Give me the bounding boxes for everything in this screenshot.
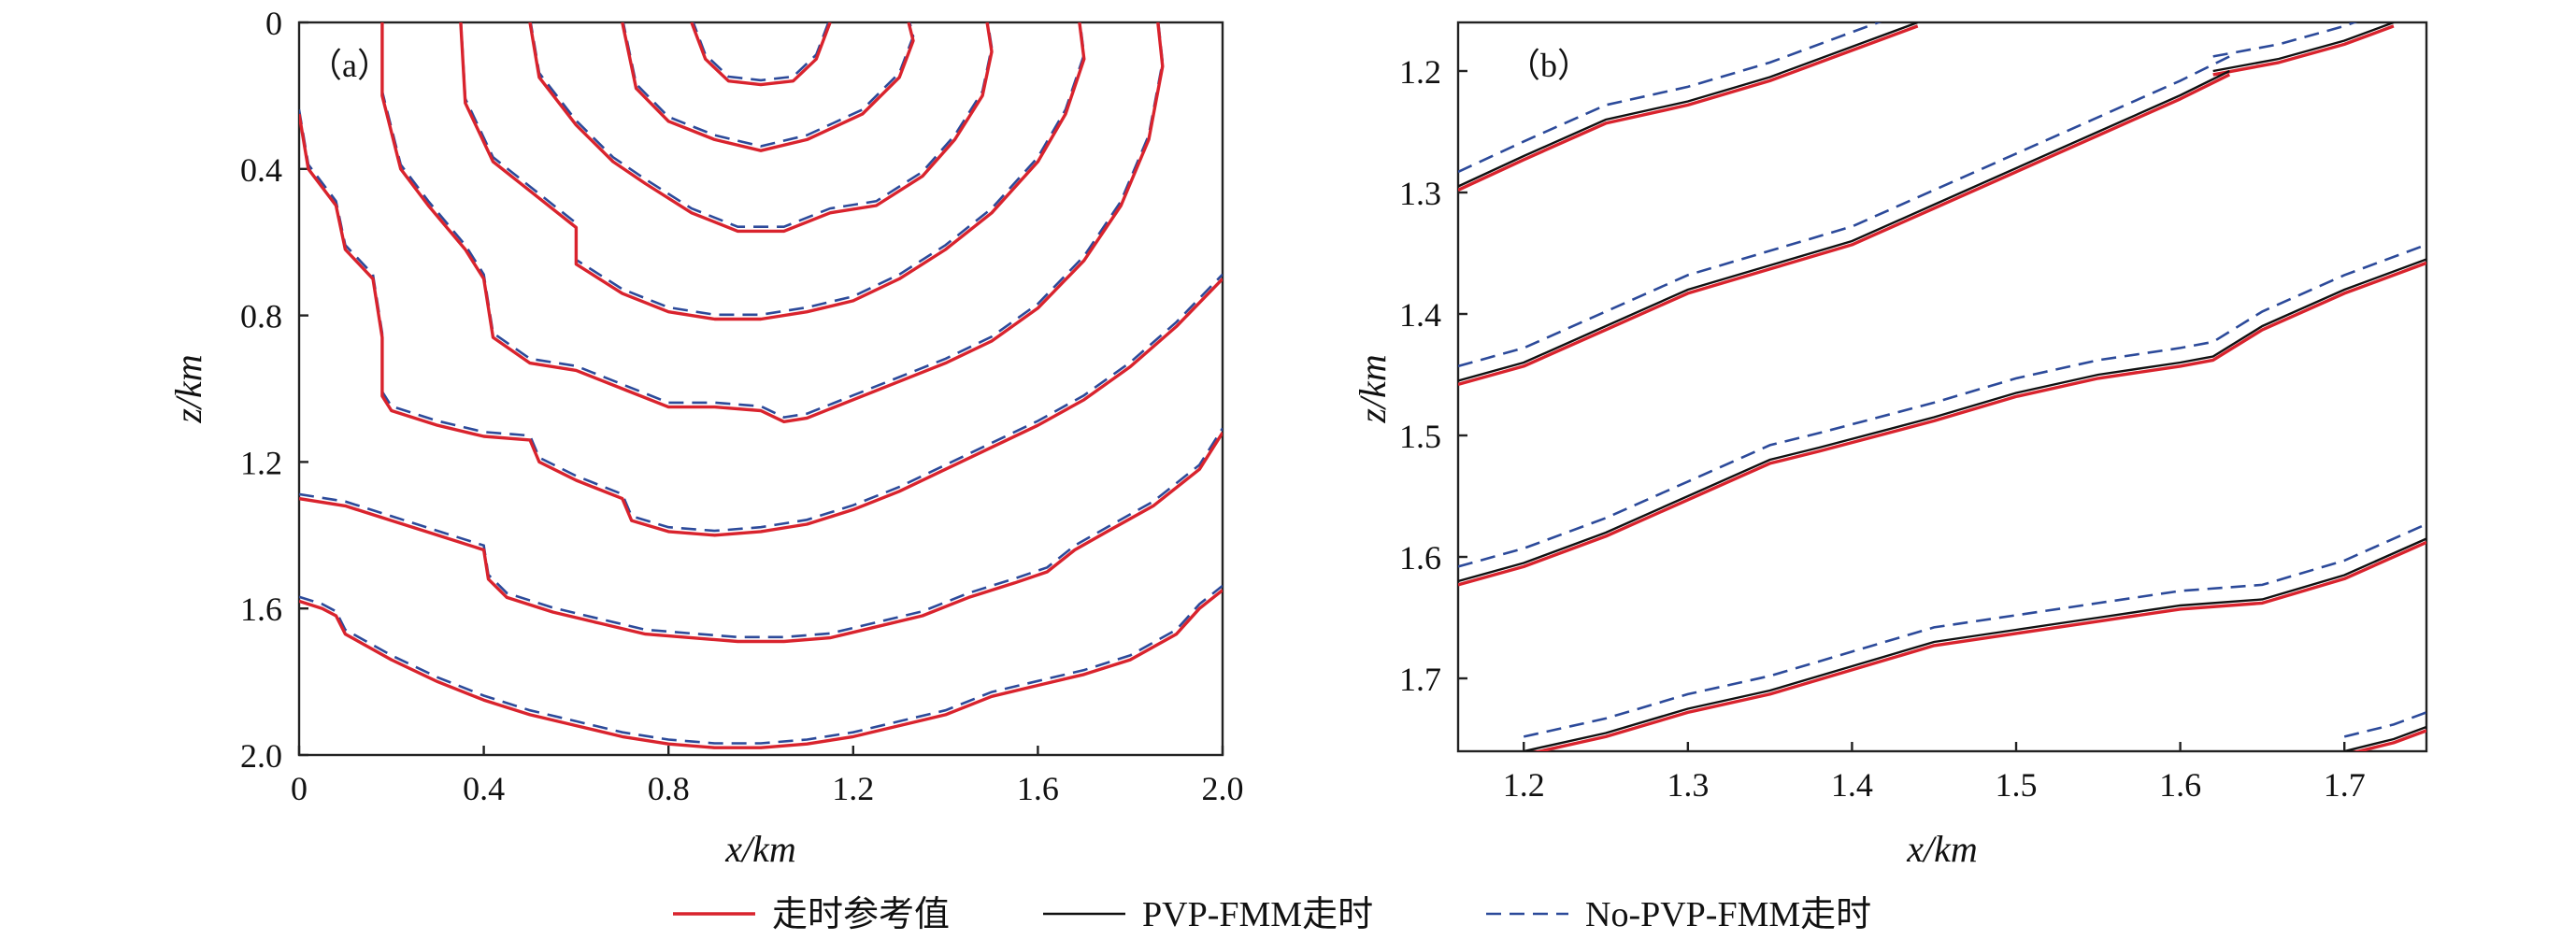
- panel-b-line-4-pvp: [1458, 258, 2426, 583]
- panel-a-contour-1-nopvp: [692, 22, 830, 82]
- panel-b-line-1-reference: [1458, 24, 1919, 192]
- panel-b-series: [1458, 22, 2426, 751]
- panel-a-xtick-label-5: 2.0: [1202, 770, 1244, 807]
- panel-b-frame: [1456, 21, 2428, 753]
- panel-b-line-6-reference: [2352, 729, 2426, 751]
- panel-b-ytick-label-3: 1.5: [1399, 418, 1441, 455]
- panel-b-line-3-nopvp: [1458, 55, 2230, 368]
- panel-b-ytick-label-1: 1.3: [1399, 175, 1441, 212]
- panel-b-ylabel-text: z/km: [1352, 354, 1394, 423]
- panel-a-contour-4-nopvp: [459, 22, 1086, 317]
- panel-a-contour-6-pvp: [299, 113, 1223, 537]
- panel-a-contour-4-reference: [459, 22, 1086, 321]
- legend-label-reference: 走时参考值: [772, 895, 950, 934]
- panel-b-ylabel: z/km: [1352, 354, 1394, 423]
- panel-a-contour-7-pvp: [299, 432, 1223, 643]
- legend-label-nopvp: No-PVP-FMM走时: [1585, 895, 1871, 934]
- panel-a-contour-7-reference: [299, 432, 1223, 644]
- panel-a-contour-1-reference: [690, 22, 832, 87]
- panel-b-ytick-label-0: 1.2: [1399, 53, 1441, 91]
- panel-a-ytick-label-1: 0.4: [240, 151, 282, 189]
- panel-b-ytick-label-2: 1.4: [1399, 296, 1441, 334]
- panel-a-contour-2-nopvp: [622, 22, 915, 148]
- panel-a-label: （a）: [308, 47, 391, 84]
- panel-b-line-4-nopvp: [1458, 243, 2426, 568]
- panel-b: 1.2 1.3 1.4 1.5 1.6 1.7 1.2 1.3 1.4 1.5 1.6 1.7 （b）…: [1352, 21, 2428, 870]
- panel-a-contour-1-pvp: [690, 22, 832, 86]
- panel-b-xlabel: x/km: [1906, 828, 1978, 870]
- panel-b-ytick-label-4: 1.6: [1399, 539, 1441, 577]
- panel-b-ticks: 1.2 1.3 1.4 1.5 1.6 1.7 1.2 1.3 1.4 1.5 1.6 1.7: [1399, 53, 2366, 804]
- panel-b-xtick-label-5: 1.7: [2324, 766, 2366, 804]
- panel-b-line-6-pvp: [2343, 725, 2426, 751]
- panel-b-label: （b）: [1507, 47, 1591, 84]
- panel-a-contour-2-pvp: [621, 22, 915, 152]
- panel-b-line-1-pvp: [1458, 22, 1919, 188]
- panel-a-contour-5-reference: [380, 22, 1165, 423]
- panel-a-xtick-label-0: 0: [291, 770, 308, 807]
- panel-a-ytick-label-2: 0.8: [240, 298, 282, 335]
- panel-b-xlabel-text: x/km: [1906, 828, 1978, 870]
- panel-b-line-5-nopvp: [1523, 522, 2426, 738]
- panel-b-line-2-pvp: [2212, 22, 2395, 73]
- panel-b-line-3-pvp: [1458, 69, 2230, 382]
- panel-a-contour-8-reference: [299, 589, 1223, 749]
- panel-a-contour-5-nopvp: [380, 22, 1165, 419]
- panel-a-xtick-label-1: 0.4: [463, 770, 505, 807]
- panel-b-xtick-label-2: 1.4: [1831, 766, 1873, 804]
- panel-a-xtick-label-3: 1.2: [832, 770, 874, 807]
- panel-b-line-6-nopvp: [2343, 711, 2426, 738]
- panel-a-ylabel-text: z/km: [167, 354, 209, 423]
- panel-a-contour-3-nopvp: [529, 22, 994, 228]
- panel-b-line-3-reference: [1458, 73, 2231, 387]
- panel-a-frame: [297, 21, 1224, 757]
- panel-a-xtick-label-2: 0.8: [648, 770, 690, 807]
- panel-a-contour-6-reference: [299, 113, 1223, 537]
- legend-label-pvp: PVP-FMM走时: [1142, 895, 1373, 934]
- panel-b-xtick-label-4: 1.6: [2159, 766, 2201, 804]
- panel-a-contour-3-reference: [528, 22, 994, 234]
- panel-a-contour-4-pvp: [459, 22, 1086, 320]
- panel-a-series: [299, 22, 1223, 749]
- panel-b-ytick-label-5: 1.7: [1399, 661, 1441, 698]
- panel-b-xtick-label-0: 1.2: [1503, 766, 1545, 804]
- panel-a-contour-7-nopvp: [299, 427, 1223, 639]
- panel-b-line-2-reference: [2212, 24, 2395, 77]
- panel-a-xtick-label-4: 1.6: [1017, 770, 1059, 807]
- panel-b-line-5-reference: [1532, 540, 2426, 751]
- panel-b-line-2-nopvp: [2212, 22, 2358, 58]
- panel-b-xtick-label-3: 1.5: [1996, 766, 2038, 804]
- panel-a-ticks: 0 0.4 0.8 1.2 1.6 2.000.40.81.21.62.0: [240, 5, 1244, 807]
- panel-a-contour-8-nopvp: [299, 584, 1223, 745]
- panel-a-xlabel-text: x/km: [724, 828, 796, 870]
- panel-a-contour-3-pvp: [528, 22, 994, 233]
- panel-a: 0 0.4 0.8 1.2 1.6 2.000.40.81.21.62.0 （a） x/k…: [167, 5, 1244, 870]
- panel-b-line-4-reference: [1458, 261, 2426, 587]
- panel-a-contour-2-reference: [621, 22, 915, 152]
- panel-a-ytick-label-0: 0: [265, 5, 282, 42]
- panel-a-ytick-label-4: 1.6: [240, 591, 282, 628]
- panel-a-ylabel: z/km: [167, 354, 209, 423]
- panel-b-line-5-pvp: [1523, 537, 2426, 751]
- panel-a-ytick-label-3: 1.2: [240, 444, 282, 481]
- legend: 走时参考值 PVP-FMM走时 No-PVP-FMM走时: [673, 895, 1871, 934]
- panel-b-line-1-nopvp: [1458, 22, 1882, 174]
- panel-b-xtick-label-1: 1.3: [1667, 766, 1709, 804]
- panel-a-xlabel: x/km: [724, 828, 796, 870]
- panel-a-ytick-label-5: 2.0: [240, 737, 282, 775]
